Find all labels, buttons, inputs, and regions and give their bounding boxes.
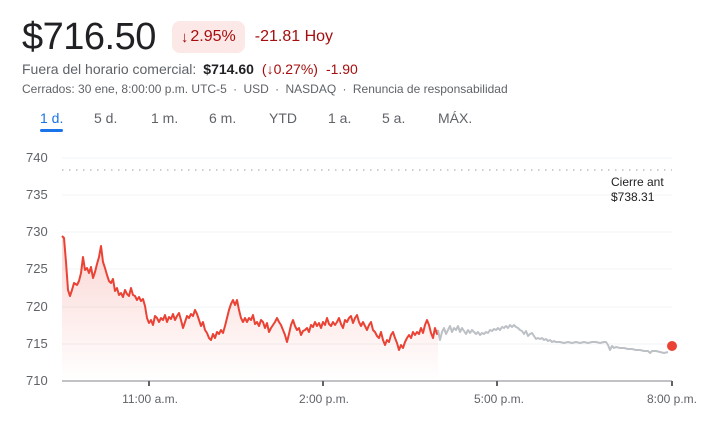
tab-max[interactable]: MÁX.	[438, 110, 473, 126]
arrow-down-icon: ↓	[180, 28, 189, 46]
regular-session-area	[62, 236, 438, 381]
tab-1d[interactable]: 1 d.	[40, 108, 64, 132]
change-percent: 2.95%	[190, 28, 236, 45]
price-chart[interactable]	[0, 140, 712, 400]
after-hours-line	[437, 324, 669, 354]
x-ticks	[148, 381, 673, 386]
y-tick-label: 725	[26, 261, 48, 276]
separator: ·	[233, 82, 238, 96]
tab-5d[interactable]: 5 d.	[94, 110, 118, 126]
y-tick-label: 720	[26, 299, 48, 314]
tab-1m[interactable]: 1 m.	[151, 110, 179, 126]
closed-time: Cerrados: 30 ene, 8:00:00 p.m. UTC-5	[22, 82, 227, 96]
y-tick-label: 715	[26, 336, 48, 351]
currency: USD	[243, 82, 269, 96]
tab-1y[interactable]: 1 a.	[328, 110, 352, 126]
after-hours-percent: (↓0.27%)	[261, 61, 318, 77]
y-tick-label: 740	[26, 150, 48, 165]
exchange: NASDAQ	[285, 82, 337, 96]
separator: ·	[275, 82, 280, 96]
y-tick-label: 710	[26, 373, 48, 388]
after-hours-row: Fuera del horario comercial: $714.60 (↓0…	[22, 61, 358, 77]
tab-6m[interactable]: 6 m.	[209, 110, 237, 126]
after-hours-price: $714.60	[203, 61, 254, 77]
regular-session-line	[61, 235, 439, 351]
market-meta: Cerrados: 30 ene, 8:00:00 p.m. UTC-5 · U…	[22, 82, 508, 96]
change-percent-badge: ↓ 2.95%	[171, 21, 245, 53]
y-tick-label: 735	[26, 187, 48, 202]
disclaimer-link[interactable]: Renuncia de responsabilidad	[352, 82, 508, 96]
after-hours-change: -1.90	[325, 61, 358, 77]
x-tick-label: 11:00 a.m.	[122, 392, 178, 406]
prev-close-annotation: Cierre ant $738.31	[611, 175, 664, 205]
gridlines	[62, 157, 672, 345]
x-tick-label: 2:00 p.m.	[298, 392, 350, 406]
tab-5y[interactable]: 5 a.	[382, 110, 406, 126]
x-tick-label: 5:00 p.m.	[473, 392, 525, 406]
after-hours-label: Fuera del horario comercial:	[22, 61, 197, 77]
price-header: $716.50 ↓ 2.95% -21.81 Hoy	[22, 14, 333, 60]
x-tick-label: 8:00 p.m.	[646, 392, 698, 406]
last-price-dot	[667, 341, 677, 351]
separator: ·	[342, 82, 347, 96]
y-tick-label: 730	[26, 224, 48, 239]
change-absolute: -21.81 Hoy	[254, 28, 334, 45]
prev-close-value: $738.31	[611, 190, 655, 204]
current-price: $716.50	[22, 16, 156, 58]
prev-close-label: Cierre ant	[611, 175, 664, 189]
tab-ytd[interactable]: YTD	[269, 110, 297, 126]
